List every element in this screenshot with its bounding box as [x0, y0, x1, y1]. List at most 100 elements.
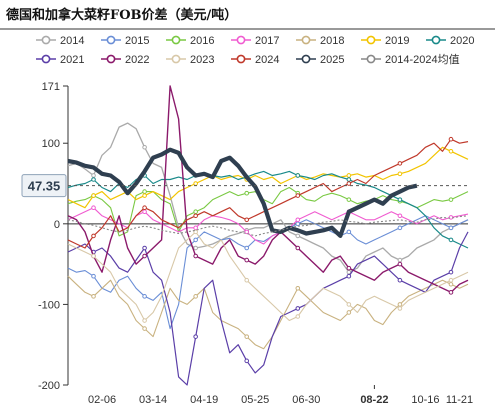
- series-2021-point: [193, 334, 198, 339]
- legend-item-2016[interactable]: 2016: [166, 35, 214, 47]
- legend-item-2020[interactable]: 2020: [426, 35, 474, 47]
- series-2016-point: [244, 190, 250, 196]
- series-2021-point: [295, 306, 301, 311]
- legend-item-2023[interactable]: 2023: [166, 54, 214, 66]
- series-2024-point: [193, 213, 198, 219]
- legend-label: 2022: [125, 54, 149, 66]
- axes: 171 100 0 -100 -200 02-06 03-14 04-19 05-25 06-30…: [38, 81, 473, 406]
- legend-swatch-marker: [236, 54, 246, 64]
- series-2021-point: [244, 358, 250, 364]
- legend-swatch-marker: [366, 35, 376, 45]
- series-2021-point: [397, 277, 403, 283]
- x-tick-label: 02-06: [88, 394, 116, 406]
- legend-label: 2024: [255, 54, 279, 66]
- legend-label: 2025: [320, 54, 344, 66]
- series-2020-point: [448, 237, 454, 243]
- legend-swatch-marker: [106, 35, 116, 45]
- series-2024-point: [346, 181, 352, 186]
- series-2018-point: [346, 310, 352, 315]
- series-2015-point: [295, 221, 301, 227]
- legend-item-2021[interactable]: 2021: [36, 54, 84, 66]
- series-2023-point: [295, 314, 301, 319]
- legend-swatch-marker: [236, 35, 246, 45]
- legend-item-2018[interactable]: 2018: [296, 35, 344, 47]
- x-tick-label-highlight: 08-22: [360, 394, 388, 406]
- x-tick-label: 06-30: [292, 394, 320, 406]
- legend-item-2014-2024-[interactable]: 2014-2024均值: [361, 53, 460, 66]
- series-2023-point: [244, 277, 250, 283]
- series-2017-point: [397, 213, 403, 219]
- series-2022-point: [346, 265, 352, 271]
- series-2024-point: [295, 193, 301, 198]
- x-tick-label: 05-25: [241, 394, 269, 406]
- series-2021-point: [346, 273, 352, 279]
- series-2022-point: [244, 257, 250, 263]
- legend-label: 2016: [190, 35, 214, 47]
- legend-item-2019[interactable]: 2019: [361, 35, 409, 47]
- series-2018-point: [193, 294, 198, 299]
- series-2018-point: [91, 294, 96, 299]
- series-2024-point: [244, 217, 250, 223]
- series-2017-point: [244, 229, 250, 235]
- legend-swatch-marker: [41, 54, 51, 64]
- series-2018-point: [448, 281, 454, 287]
- series-2017-point: [91, 205, 96, 210]
- series-2018-line: [67, 275, 469, 350]
- series-2024-point: [91, 233, 96, 239]
- series-2024-point: [397, 161, 403, 166]
- series-2014-point: [346, 269, 352, 275]
- legend-swatch-marker: [106, 54, 116, 64]
- series-2016-point: [448, 197, 454, 202]
- x-tick-label: 11-21: [446, 394, 473, 406]
- series-2019-point: [397, 171, 403, 177]
- series-2015-point: [91, 273, 96, 279]
- legend-swatch-marker: [366, 54, 376, 64]
- legend-label: 2014: [60, 35, 84, 47]
- series-2014-point: [193, 245, 198, 251]
- series-2016-point: [346, 197, 352, 202]
- legend-item-2014[interactable]: 2014: [36, 35, 84, 47]
- series-2014-point: [142, 144, 147, 150]
- y-tick-label: 171: [42, 81, 60, 93]
- series-layer: [67, 85, 469, 386]
- series-2018-point: [244, 334, 250, 339]
- legend-item-2022[interactable]: 2022: [101, 54, 149, 66]
- series-2017-point: [193, 225, 198, 231]
- highlight-layer: 47.35: [21, 174, 468, 389]
- series-2022-point: [193, 253, 198, 259]
- series-2022-point: [142, 253, 147, 259]
- legend-label: 2018: [320, 35, 344, 47]
- series-2015-point: [193, 237, 198, 243]
- series-2019-line: [67, 146, 469, 209]
- series-2014-point: [397, 257, 403, 263]
- series-2022-point: [448, 290, 454, 295]
- series-2019-point: [346, 173, 352, 178]
- legend-swatch-marker: [41, 35, 51, 45]
- legend-swatch-marker: [171, 54, 181, 64]
- legend-label: 2020: [450, 35, 474, 47]
- series-2023-point: [448, 277, 454, 283]
- y-tick-label: -200: [38, 380, 60, 392]
- series-2019-point: [142, 193, 147, 198]
- legend-label: 2019: [385, 35, 409, 47]
- legend: 2014 2015 2016 2017 2018 2019 2020 2021 2022 2023…: [36, 35, 474, 66]
- chart-title: 德国和加拿大菜籽FOB价差（美元/吨）: [6, 7, 237, 23]
- legend-item-2015[interactable]: 2015: [101, 35, 149, 47]
- x-tick-label: 10-16: [411, 394, 439, 406]
- series-2023-point: [142, 318, 147, 323]
- series-2015-point: [142, 294, 147, 299]
- legend-item-2024[interactable]: 2024: [231, 54, 279, 66]
- value-badge: [21, 174, 67, 198]
- legend-label: 2015: [125, 35, 149, 47]
- y-tick-label: 0: [54, 219, 60, 231]
- series-2016-point: [193, 209, 198, 215]
- y-tick-label: -100: [38, 299, 60, 311]
- series-2014-point: [295, 233, 301, 239]
- x-tick-label: 04-19: [190, 394, 218, 406]
- series-2021-line: [67, 231, 469, 386]
- legend-swatch-marker: [301, 35, 311, 45]
- series-2017-point: [295, 217, 301, 223]
- legend-item-2017[interactable]: 2017: [231, 35, 279, 47]
- legend-item-2025[interactable]: 2025: [296, 54, 344, 66]
- legend-label: 2023: [190, 54, 214, 66]
